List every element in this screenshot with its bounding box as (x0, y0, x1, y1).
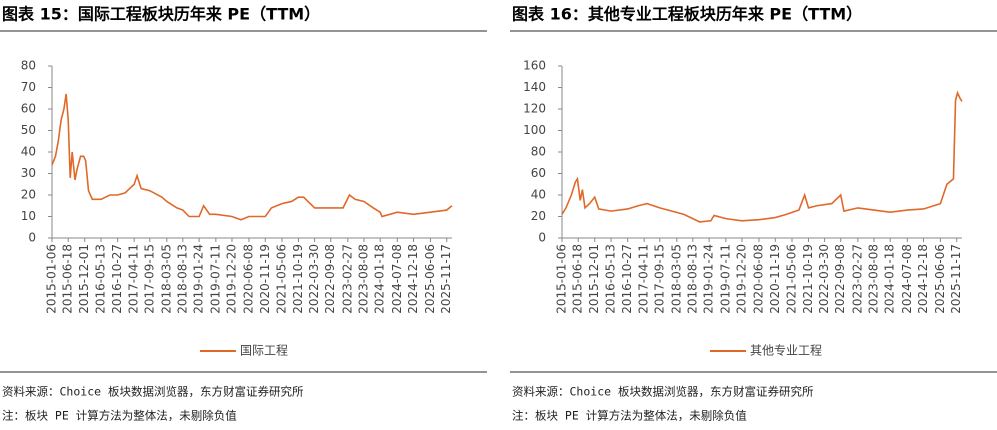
y-tick-label: 80 (21, 59, 36, 73)
x-tick-label: 2025-11-17 (949, 244, 963, 314)
x-tick-label: 2019-07-11 (718, 244, 732, 314)
x-tick-label: 2015-01-06 (555, 244, 569, 314)
x-tick-label: 2024-12-18 (916, 244, 930, 314)
x-tick-label: 2022-03-30 (307, 244, 321, 314)
y-tick-label: 160 (523, 59, 546, 73)
y-tick-label: 10 (21, 209, 36, 223)
method-note: 注：板块 PE 计算方法为整体法，未剔除负值 (512, 409, 747, 423)
x-tick-label: 2020-11-19 (258, 244, 272, 314)
x-tick-label: 2021-10-19 (291, 244, 305, 314)
y-tick-label: 140 (523, 80, 546, 94)
x-tick-label: 2019-01-24 (192, 244, 206, 314)
x-tick-label: 2025-06-06 (933, 244, 947, 314)
x-tick-label: 2018-08-13 (175, 244, 189, 314)
legend-label: 国际工程 (240, 343, 288, 358)
x-tick-label: 2025-06-06 (423, 244, 437, 314)
x-tick-label: 2015-12-01 (77, 244, 91, 314)
x-tick-label: 2020-11-19 (768, 244, 782, 314)
x-tick-label: 2018-03-05 (159, 244, 173, 314)
y-tick-label: 60 (21, 102, 36, 116)
x-tick-label: 2017-09-15 (652, 244, 666, 314)
x-tick-label: 2015-01-06 (45, 244, 59, 314)
x-tick-label: 2019-01-24 (702, 244, 716, 314)
x-tick-label: 2022-09-08 (833, 244, 847, 314)
x-tick-label: 2019-12-20 (734, 244, 748, 314)
chart-title: 图表 15：国际工程板块历年来 PE（TTM） (2, 5, 320, 24)
x-tick-label: 2024-07-08 (390, 244, 404, 314)
x-tick-label: 2018-08-13 (685, 244, 699, 314)
source-note: 资料来源：Choice 板块数据浏览器，东方财富证券研究所 (2, 385, 304, 399)
y-tick-label: 80 (531, 145, 546, 159)
x-tick-label: 2025-11-17 (439, 244, 453, 314)
y-tick-label: 70 (21, 80, 36, 94)
x-tick-label: 2016-05-13 (604, 244, 618, 314)
line-series (51, 93, 453, 221)
y-tick-label: 100 (523, 123, 546, 137)
x-tick-label: 2021-05-06 (784, 244, 798, 314)
line-series (561, 90, 963, 223)
legend-label: 其他专业工程 (750, 343, 822, 358)
x-tick-label: 2024-01-18 (883, 244, 897, 314)
x-tick-label: 2024-07-08 (900, 244, 914, 314)
x-tick-label: 2017-04-11 (637, 244, 651, 314)
x-tick-label: 2017-09-15 (142, 244, 156, 314)
y-tick-label: 20 (531, 209, 546, 223)
x-tick-label: 2019-07-11 (208, 244, 222, 314)
method-note: 注：板块 PE 计算方法为整体法，未剔除负值 (2, 409, 237, 423)
y-tick-label: 40 (531, 188, 546, 202)
x-tick-label: 2021-10-19 (801, 244, 815, 314)
chart-title: 图表 16：其他专业工程板块历年来 PE（TTM） (512, 5, 862, 24)
x-tick-label: 2016-10-27 (620, 244, 634, 314)
x-tick-label: 2015-06-18 (571, 244, 585, 314)
x-tick-label: 2018-03-05 (669, 244, 683, 314)
x-tick-label: 2020-06-08 (241, 244, 255, 314)
y-tick-label: 50 (21, 123, 36, 137)
x-tick-label: 2019-12-20 (224, 244, 238, 314)
x-tick-label: 2016-05-13 (94, 244, 108, 314)
x-tick-label: 2024-01-18 (373, 244, 387, 314)
y-tick-label: 40 (21, 145, 36, 159)
x-tick-label: 2015-12-01 (587, 244, 601, 314)
x-tick-label: 2023-02-27 (850, 244, 864, 314)
x-tick-label: 2024-12-18 (406, 244, 420, 314)
x-tick-label: 2023-02-27 (340, 244, 354, 314)
x-tick-label: 2021-05-06 (274, 244, 288, 314)
y-tick-label: 0 (538, 231, 546, 245)
x-tick-label: 2016-10-27 (110, 244, 124, 314)
source-note: 资料来源：Choice 板块数据浏览器，东方财富证券研究所 (512, 385, 814, 399)
x-tick-label: 2020-06-08 (751, 244, 765, 314)
y-tick-label: 0 (28, 231, 36, 245)
x-tick-label: 2023-08-08 (356, 244, 370, 314)
y-tick-label: 30 (21, 166, 36, 180)
x-tick-label: 2015-06-18 (61, 244, 75, 314)
x-tick-label: 2023-08-08 (866, 244, 880, 314)
y-tick-label: 120 (523, 102, 546, 116)
y-tick-label: 20 (21, 188, 36, 202)
x-tick-label: 2022-09-08 (323, 244, 337, 314)
x-tick-label: 2022-03-30 (817, 244, 831, 314)
y-tick-label: 60 (531, 166, 546, 180)
x-tick-label: 2017-04-11 (127, 244, 141, 314)
